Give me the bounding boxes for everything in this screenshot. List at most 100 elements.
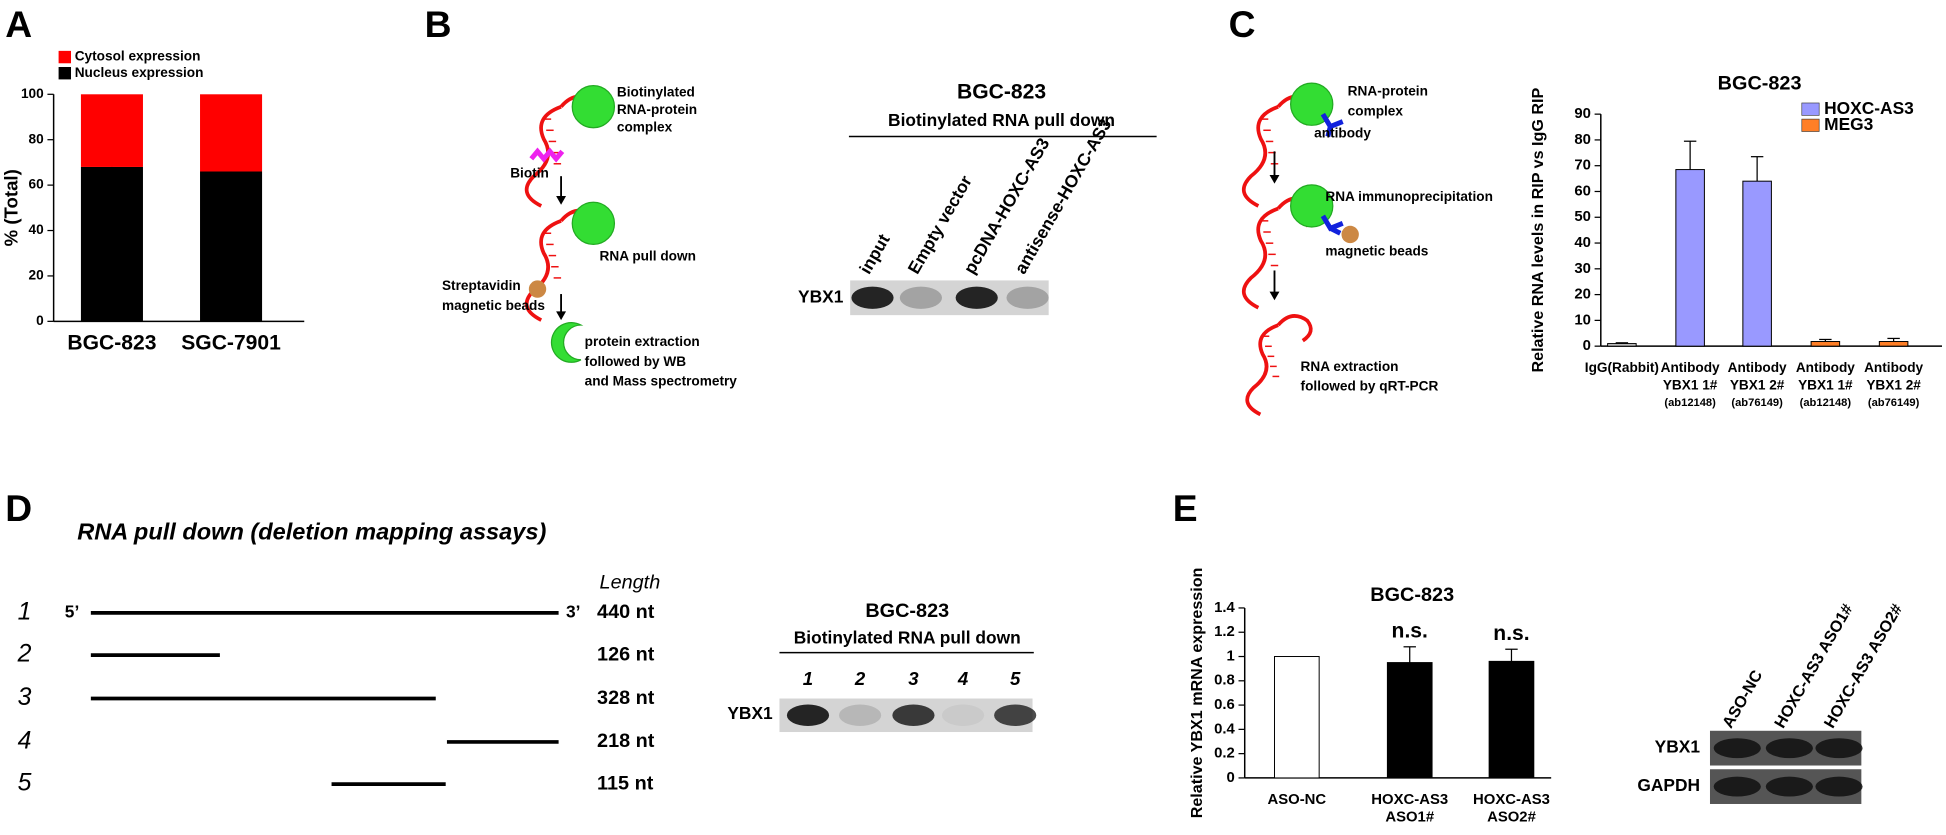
y-axis-label: % (Total): [1, 169, 22, 246]
panel-letter: D: [5, 487, 32, 529]
band: [1765, 776, 1813, 797]
y-tick-label: 80: [1574, 132, 1591, 148]
protein: [571, 84, 616, 129]
panel-letter: C: [1229, 3, 1256, 45]
arrow-head: [556, 311, 567, 321]
y-tick-label: 20: [1574, 287, 1591, 303]
y-axis-label: Relative RNA levels in RIP vs IgG RIP: [1529, 88, 1547, 373]
bar-segment: [200, 94, 263, 172]
lane-label: input: [855, 230, 894, 277]
y-tick-label: 60: [1574, 183, 1591, 199]
label: protein extraction: [585, 334, 700, 349]
x-tick-label: ASO2#: [1487, 810, 1537, 826]
label: magnetic beads: [442, 298, 545, 313]
x-tick-label: Antibody: [1728, 360, 1787, 375]
x-tick-label: Antibody: [1661, 360, 1720, 375]
rna: [524, 219, 562, 322]
y-tick-label: 0.4: [1214, 721, 1235, 737]
bar: [1386, 662, 1433, 779]
chart-title: BGC-823: [1718, 73, 1802, 95]
label: Biotinylated: [617, 85, 695, 100]
lane-label: 4: [957, 668, 969, 689]
label: Streptavidin: [442, 278, 521, 293]
arrow-head: [556, 196, 567, 205]
row-label: YBX1: [1655, 737, 1701, 757]
rna: [1276, 314, 1313, 343]
bar-segment: [80, 166, 143, 322]
y-tick-label: 100: [21, 86, 44, 101]
label: RNA extraction: [1301, 359, 1399, 374]
panel-letter: E: [1173, 487, 1198, 529]
y-tick-label: 90: [1574, 106, 1591, 122]
construct-number: 3: [18, 684, 32, 711]
label: antibody: [1314, 126, 1371, 141]
legend-swatch: [1801, 102, 1820, 116]
panel-letter: A: [5, 3, 32, 45]
blot-subtitle: Biotinylated RNA pull down: [888, 110, 1115, 130]
label: Biotin: [510, 165, 549, 180]
column-header: Length: [600, 571, 661, 593]
band: [1815, 738, 1863, 759]
blot-title: BGC-823: [865, 600, 949, 622]
label: RNA pull down: [600, 248, 696, 263]
bar: [1488, 660, 1535, 779]
construct-length: 440 nt: [597, 601, 655, 623]
y-tick-label: 10: [1574, 312, 1591, 328]
lane-label: 2: [854, 668, 866, 689]
y-tick-label: 0: [36, 313, 44, 328]
x-tick-label: (ab12148): [1800, 397, 1852, 409]
rna: [1241, 206, 1279, 310]
lane-label: 3: [908, 668, 919, 689]
label: complex: [1348, 103, 1404, 118]
y-tick-label: 1: [1227, 648, 1235, 664]
y-tick-label: 20: [29, 268, 45, 283]
legend-label: Cytosol expression: [75, 49, 201, 64]
x-tick-label: HOXC-AS3: [1473, 792, 1550, 808]
construct-number: 4: [18, 727, 32, 754]
label: RNA immunoprecipitation: [1325, 189, 1493, 204]
bar: [1810, 341, 1841, 347]
bar: [1607, 343, 1637, 347]
label: followed by qRT-PCR: [1301, 379, 1439, 394]
label: RNA-protein: [1348, 83, 1428, 98]
rna: [1245, 323, 1279, 417]
row-label: GAPDH: [1637, 775, 1700, 795]
x-tick-label: Antibody: [1796, 360, 1855, 375]
y-tick-label: 0.8: [1214, 673, 1235, 689]
y-tick-label: 40: [29, 222, 45, 237]
bar: [1273, 656, 1320, 779]
panel-letter: B: [425, 3, 452, 45]
label: and Mass spectrometry: [585, 374, 738, 389]
label: followed by WB: [585, 354, 687, 369]
band: [955, 286, 998, 309]
construct-length: 126 nt: [597, 643, 655, 665]
annotation: n.s.: [1392, 619, 1428, 642]
x-tick-label: BGC-823: [67, 331, 156, 354]
biotin: [529, 147, 565, 163]
legend-label: HOXC-AS3: [1824, 98, 1914, 118]
x-tick-label: (ab12148): [1664, 397, 1716, 409]
legend-swatch: [58, 66, 72, 80]
x-tick-label: YBX1 2#: [1730, 377, 1785, 392]
construct-length: 328 nt: [597, 687, 655, 709]
construct-number: 1: [18, 598, 32, 625]
legend-swatch: [1801, 118, 1820, 132]
label: RNA-protein: [617, 102, 697, 117]
bar-segment: [80, 94, 143, 167]
band: [941, 704, 985, 726]
lane-label: ASO-NC: [1719, 667, 1767, 731]
lane-label: 5: [1010, 668, 1021, 689]
construct-length: 218 nt: [597, 730, 655, 752]
bar: [1675, 169, 1705, 347]
band: [1713, 738, 1761, 759]
antibody: [1320, 214, 1344, 236]
y-axis-label: Relative YBX1 mRNA expression: [1188, 568, 1206, 819]
protein-fragment: [550, 321, 582, 363]
bead: [528, 280, 547, 298]
band: [1765, 738, 1813, 759]
x-tick-label: (ab76149): [1731, 397, 1783, 409]
band: [786, 704, 830, 726]
legend-label: Nucleus expression: [75, 65, 204, 80]
x-tick-label: YBX1 2#: [1866, 377, 1921, 392]
